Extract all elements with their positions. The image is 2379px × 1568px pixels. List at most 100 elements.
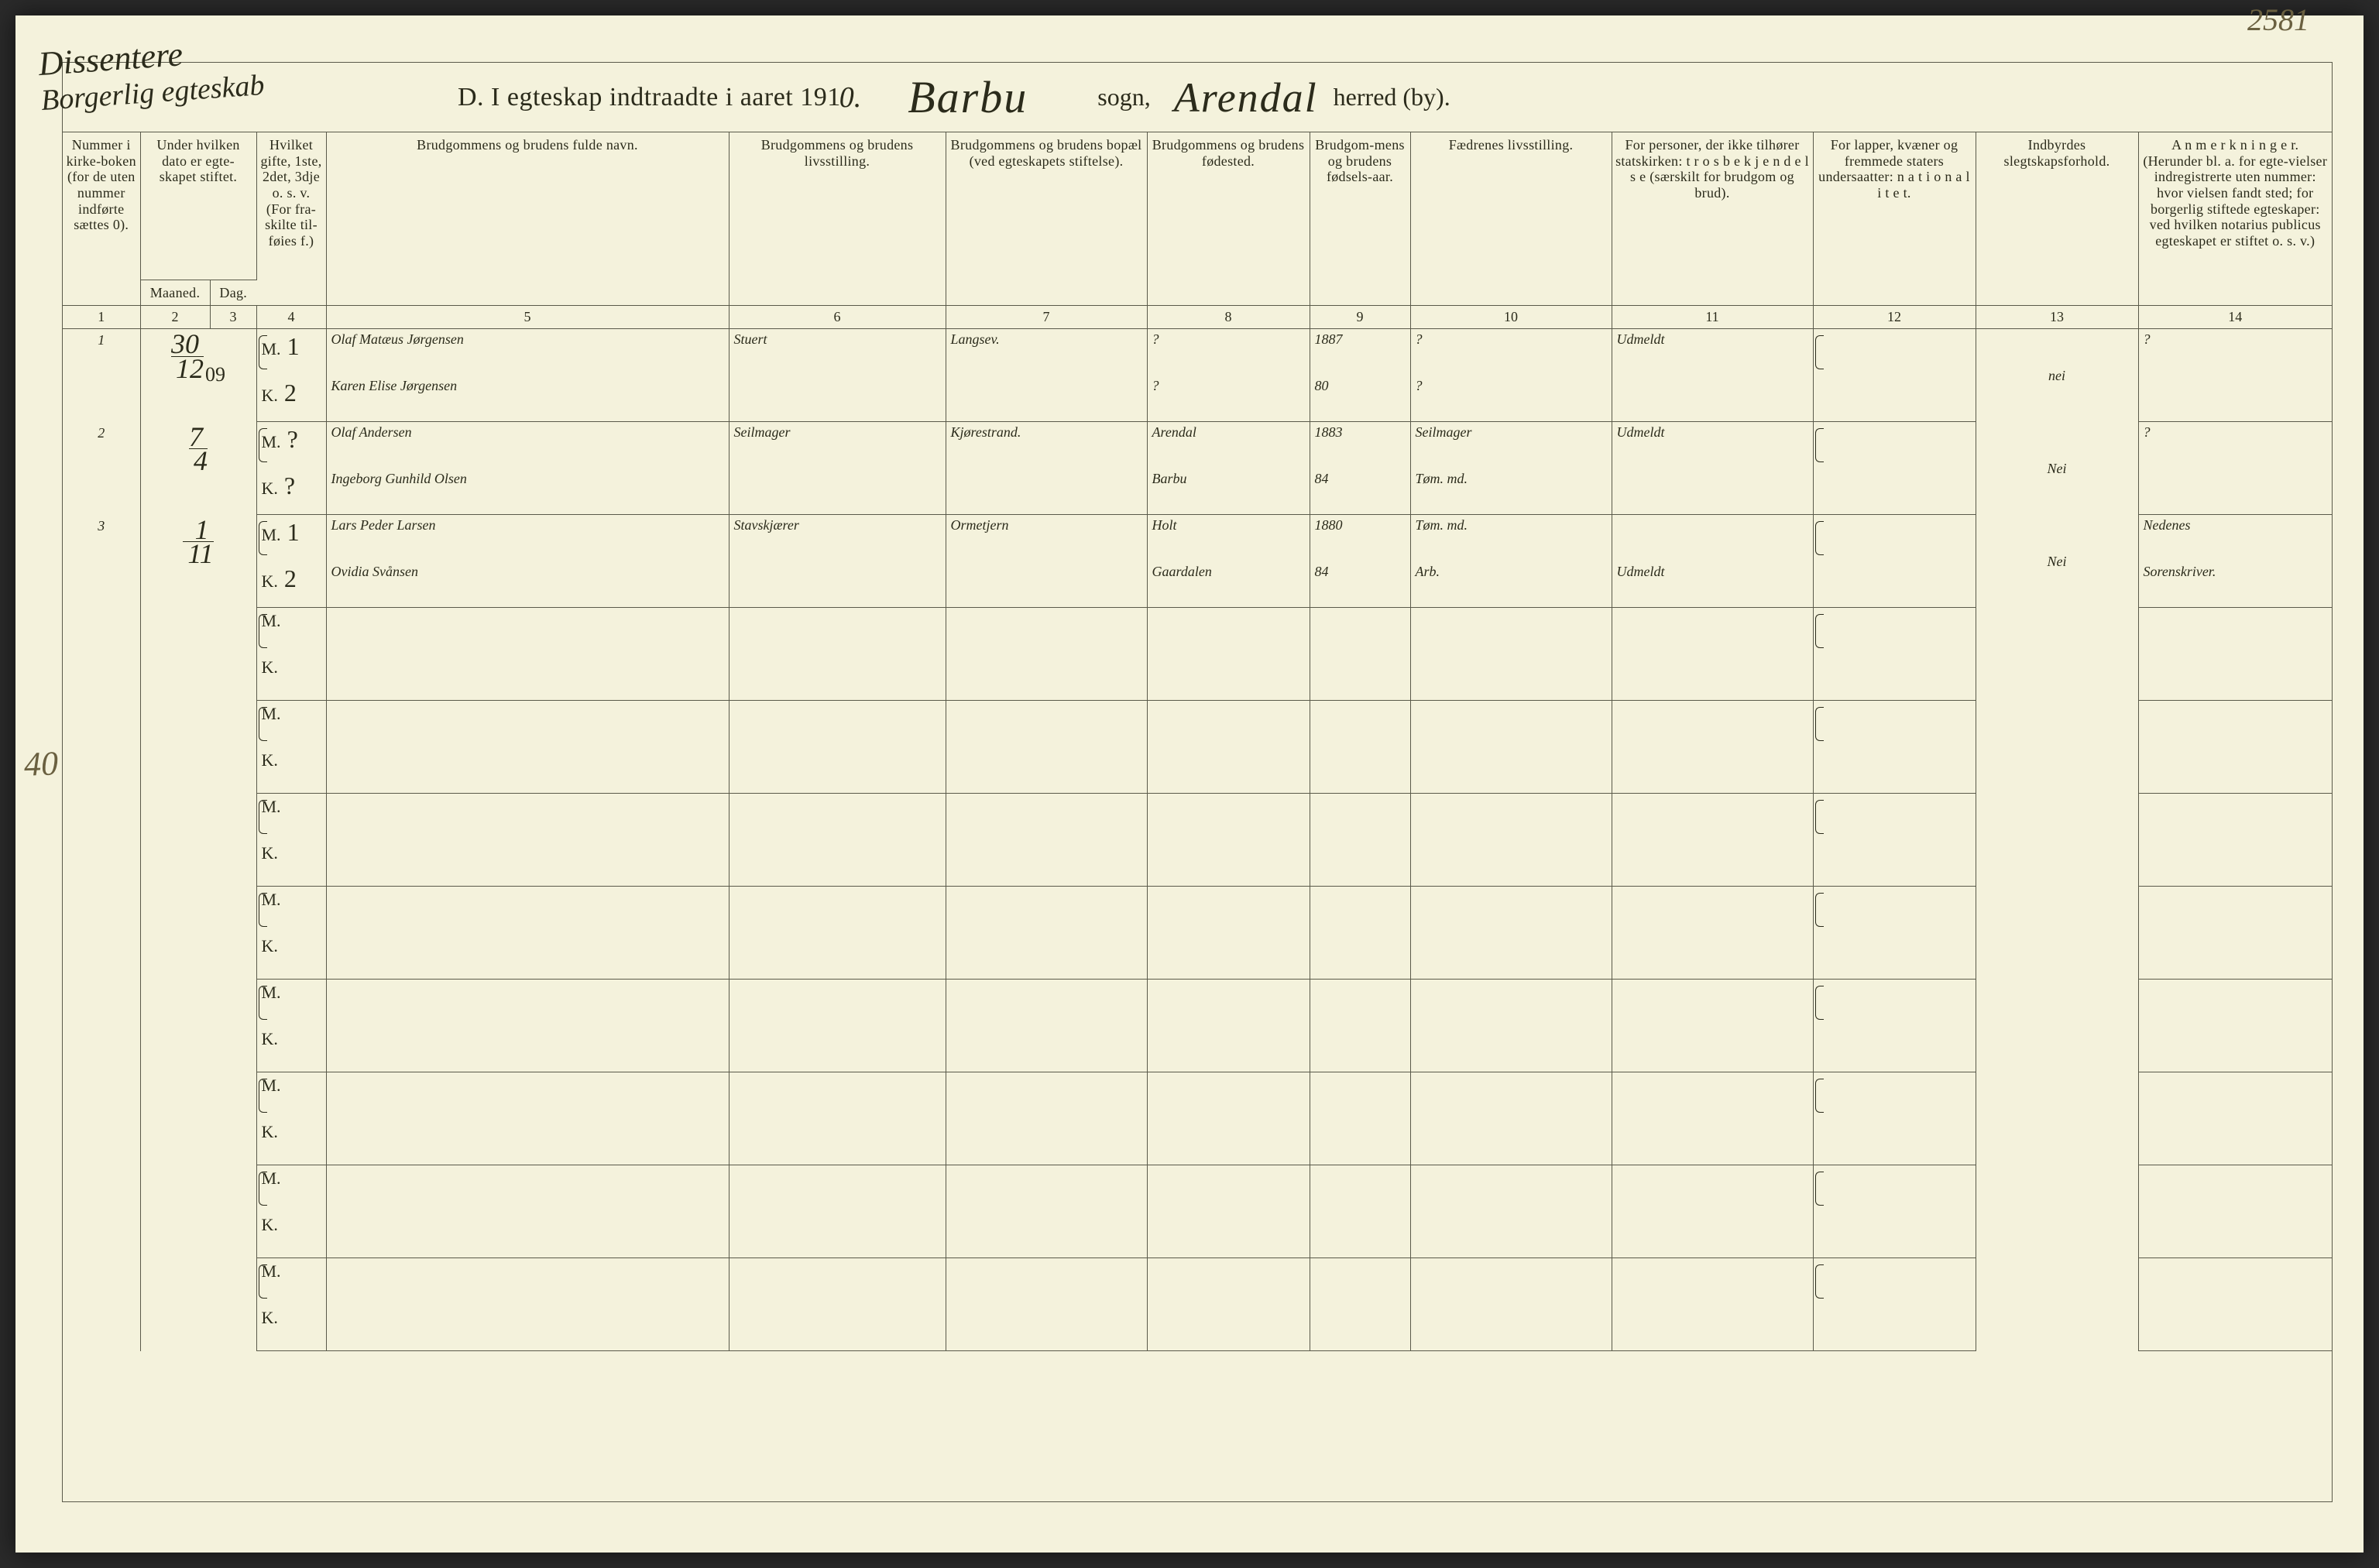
blank-cell [946,1305,1147,1351]
blank-cell [1147,1258,1310,1305]
blank-cell [1813,747,1976,794]
birthyear-bride: 84 [1310,561,1410,608]
col-header-8: Brudgommens og brudens fødested. [1147,132,1310,306]
confession-groom [1612,515,1813,561]
fatherocc-bride: Arb. [1410,561,1612,608]
heading-row: Dissentere Borgerlig egteskab D. I egtes… [63,63,2332,132]
blank-cell [1147,1165,1310,1212]
blank-cell [946,933,1147,980]
blank-cell [1410,1212,1612,1258]
entry-date [140,887,256,980]
blank-cell [1813,1305,1976,1351]
blank-cell [1147,1212,1310,1258]
blank-cell [729,887,946,933]
blank-cell [1813,1258,1976,1305]
blank-cell [1147,747,1310,794]
entry-number [63,980,140,1072]
blank-cell [1612,1305,1813,1351]
col-header-10: Fædrenes livsstilling. [1410,132,1612,306]
blank-cell [1310,1165,1410,1212]
blank-cell [1410,887,1612,933]
blank-cell [1310,1258,1410,1305]
blank-cell [2138,1026,2332,1072]
blank-cell [1612,1119,1813,1165]
occupation-bride [729,468,946,515]
remarks-bride [2138,376,2332,422]
gifte-blank: M. [256,794,326,840]
blank-cell [1612,654,1813,701]
register-frame: Dissentere Borgerlig egteskab D. I egtes… [62,62,2333,1502]
blank-cell [1147,794,1310,840]
blank-cell [1310,887,1410,933]
blank-cell [1813,840,1976,887]
blank-cell [1410,933,1612,980]
heading-printed: D. I egteskap indtraadte i aaret 191 [458,83,841,112]
blank-cell [729,1258,946,1305]
blank-cell [1410,1258,1612,1305]
table-body: 1301209M. 1Olaf Matæus JørgensenStuertLa… [63,329,2332,1351]
blank-cell [2138,747,2332,794]
blank-cell [326,701,729,747]
blank-cell [1310,608,1410,654]
blank-cell [326,1119,729,1165]
blank-cell [1310,1305,1410,1351]
colnum: 3 [210,306,256,329]
blank-cell [729,1119,946,1165]
entry-date: 111 [140,515,256,608]
birthyear-bride: 84 [1310,468,1410,515]
blank-cell [1147,980,1310,1026]
occupation-bride [729,561,946,608]
heading-sogn-value: Barbu [908,71,1028,123]
entry-number [63,887,140,980]
blank-row: M. [63,608,2332,654]
blank-cell [2138,1119,2332,1165]
blank-row: M. [63,1165,2332,1212]
fatherocc-groom: Tøm. md. [1410,515,1612,561]
name-groom: Olaf Andersen [326,422,729,468]
blank-cell [1813,654,1976,701]
colnum: 6 [729,306,946,329]
remarks-groom: ? [2138,422,2332,468]
blank-cell [1147,1305,1310,1351]
blank-cell [2138,1258,2332,1305]
birthplace-groom: ? [1147,329,1310,376]
blank-cell [1410,1119,1612,1165]
blank-cell [946,1119,1147,1165]
entry-date [140,1258,256,1351]
heading-sogn-label: sogn, [1097,83,1150,112]
blank-cell [1147,1119,1310,1165]
blank-cell [1612,1165,1813,1212]
blank-cell [1310,1119,1410,1165]
blank-cell [1612,1258,1813,1305]
occupation-groom: Stuert [729,329,946,376]
remarks-bride: Sorenskriver. [2138,561,2332,608]
blank-cell [2138,701,2332,747]
blank-cell [1410,608,1612,654]
blank-cell [729,608,946,654]
blank-cell [729,933,946,980]
kinship: Nei [1976,422,2138,515]
blank-cell [1147,840,1310,887]
col-header-date-group: Under hvilken dato er egte-skapet stifte… [140,132,256,280]
remarks-bride [2138,468,2332,515]
col-header-11: For personer, der ikke tilhører statskir… [1612,132,1813,306]
blank-cell [1310,980,1410,1026]
remarks-groom: Nedenes [2138,515,2332,561]
blank-cell [1612,747,1813,794]
colnum: 10 [1410,306,1612,329]
blank-cell [2138,887,2332,933]
blank-cell [946,980,1147,1026]
occupation-groom: Stavskjærer [729,515,946,561]
blank-cell [1976,1165,2138,1258]
blank-cell [1976,980,2138,1072]
blank-cell [326,1212,729,1258]
gifte-blank: K. [256,747,326,794]
blank-cell [946,1165,1147,1212]
blank-cell [1147,1072,1310,1119]
blank-cell [946,1026,1147,1072]
blank-cell [946,840,1147,887]
entry-number: 3 [63,515,140,608]
gifte-blank: K. [256,1119,326,1165]
blank-cell [946,1072,1147,1119]
gifte-blank: M. [256,1258,326,1305]
